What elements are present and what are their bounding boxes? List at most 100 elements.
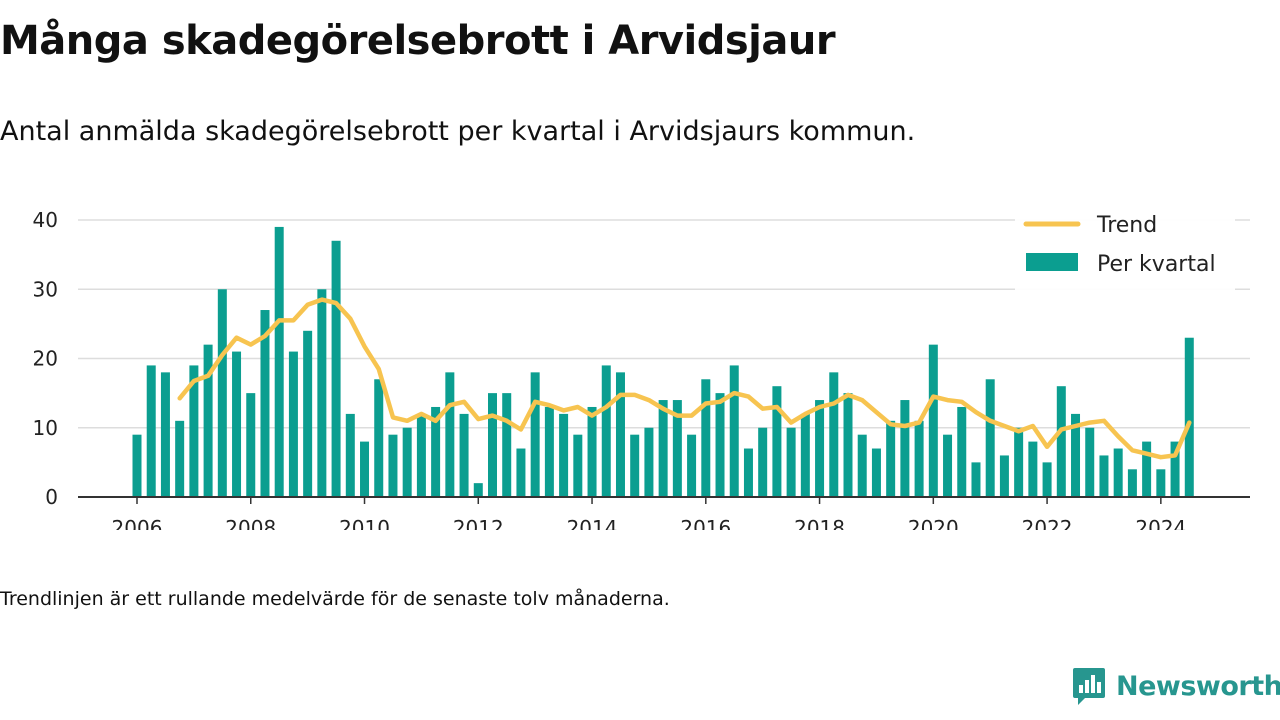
bar[interactable] [160,372,170,497]
bar[interactable] [957,406,967,497]
bar[interactable] [701,379,711,497]
bar[interactable] [815,400,825,497]
bar[interactable] [1127,469,1137,497]
bar[interactable] [786,427,796,497]
bar[interactable] [985,379,995,497]
legend-bar-swatch [1026,253,1078,271]
bar[interactable] [416,413,426,497]
bar[interactable] [303,330,313,497]
bar[interactable] [943,434,953,497]
x-tick-label: 2016 [680,516,731,530]
bar[interactable] [615,372,625,497]
bar[interactable] [502,393,512,497]
bar[interactable] [573,434,583,497]
bar[interactable] [772,386,782,497]
bar[interactable] [743,448,753,497]
bar[interactable] [374,379,384,497]
bar[interactable] [1014,427,1024,497]
bar[interactable] [217,289,227,497]
trend-line[interactable] [177,297,1192,460]
y-tick-label: 40 [33,208,58,232]
bar[interactable] [999,455,1009,497]
axes: 0 10 20 30 40 2006 2008 2010 2012 2014 2016 2018 202… [33,208,1250,530]
bar[interactable] [530,372,540,497]
bar[interactable] [914,420,924,497]
legend-trend-label: Trend [1096,213,1157,238]
bar[interactable] [360,441,370,497]
bar[interactable] [488,393,497,497]
x-tick-label: 2020 [908,516,959,530]
bar[interactable] [1099,455,1109,497]
bar[interactable] [1113,448,1123,497]
bar[interactable] [900,400,910,497]
bar[interactable] [857,434,867,497]
bar[interactable] [445,372,455,497]
x-tick-label: 2012 [453,516,504,530]
bar[interactable] [388,434,398,497]
bar[interactable] [288,351,298,497]
legend[interactable]: Trend Per kvartal [1015,210,1235,290]
bar[interactable] [1170,441,1180,497]
bar[interactable] [559,413,569,497]
bar[interactable] [1056,386,1066,497]
bar[interactable] [871,448,881,497]
bar[interactable] [331,240,341,497]
bar[interactable] [274,226,284,498]
y-tick-label: 20 [33,347,58,371]
bar[interactable] [146,365,156,497]
bar[interactable] [345,413,355,497]
bar[interactable] [1085,427,1095,497]
bar[interactable] [1156,469,1166,497]
bar[interactable] [1184,337,1194,497]
bar-chart-speech-bubble-icon [1073,668,1105,705]
bar[interactable] [843,393,853,497]
bar[interactable] [232,351,242,497]
bar[interactable] [886,420,896,497]
bar[interactable] [630,434,640,497]
bar[interactable] [431,406,441,497]
bar[interactable] [459,413,469,497]
bar[interactable] [544,406,554,497]
y-tick-label: 0 [45,485,58,509]
bar[interactable] [516,448,526,497]
bar[interactable] [800,413,810,497]
bar[interactable] [687,434,697,497]
y-tick-label: 10 [33,416,58,440]
bar[interactable] [402,427,412,497]
bar[interactable] [189,365,199,497]
bar[interactable] [644,427,654,497]
footnote: Trendlinjen är ett rullande medelvärde f… [0,588,670,610]
x-tick-label: 2018 [794,516,845,530]
bar[interactable] [729,365,739,497]
bar-series [132,226,1194,498]
bar[interactable] [658,400,668,497]
brand-logo[interactable]: Newsworthy [1072,664,1280,708]
bar[interactable] [587,406,597,497]
bar[interactable] [317,289,327,497]
x-tick-label: 2010 [339,516,390,530]
bar[interactable] [601,365,611,497]
bar[interactable] [203,344,213,497]
bar[interactable] [260,310,270,497]
bar[interactable] [758,427,768,497]
bar[interactable] [132,434,142,497]
bar[interactable] [473,483,483,497]
bar[interactable] [175,420,185,497]
legend-bar-label: Per kvartal [1097,252,1216,277]
bar[interactable] [246,393,256,497]
bar[interactable] [1142,441,1152,497]
bar[interactable] [1028,441,1038,497]
bar[interactable] [971,462,981,497]
x-tick-label: 2008 [225,516,276,530]
bar[interactable] [1042,462,1052,497]
bar[interactable] [1071,413,1081,497]
bar[interactable] [829,372,839,497]
chart-title: Många skadegörelsebrott i Arvidsjaur [0,18,836,64]
chart: 0 10 20 30 40 2006 2008 2010 2012 2014 2016 2018 202… [33,208,1250,530]
trend-series [177,297,1192,460]
bar[interactable] [672,400,682,497]
bar[interactable] [715,393,725,497]
chart-subtitle: Antal anmälda skadegörelsebrott per kvar… [0,116,916,147]
x-tick-label: 2014 [567,516,618,530]
bar[interactable] [928,344,938,497]
